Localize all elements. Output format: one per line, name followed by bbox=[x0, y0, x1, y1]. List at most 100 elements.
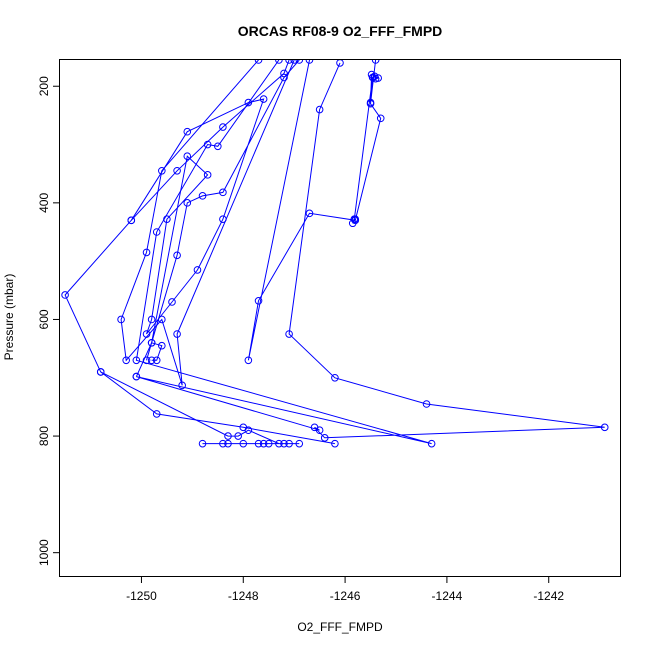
data-point bbox=[224, 439, 232, 448]
data-point bbox=[336, 60, 344, 67]
data-point bbox=[147, 315, 156, 324]
x-tick-label: -1246 bbox=[330, 589, 361, 603]
data-point bbox=[348, 219, 357, 228]
data-point bbox=[183, 127, 192, 136]
data-point bbox=[239, 439, 248, 448]
data-point bbox=[214, 142, 222, 151]
series-group bbox=[61, 60, 609, 448]
data-point bbox=[132, 356, 141, 365]
data-point bbox=[244, 356, 253, 365]
data-point bbox=[285, 330, 293, 338]
data-point bbox=[163, 215, 171, 223]
data-point bbox=[158, 341, 166, 350]
data-point bbox=[158, 166, 166, 175]
data-point bbox=[117, 315, 125, 324]
data-point bbox=[178, 381, 186, 390]
data-point bbox=[158, 315, 166, 324]
data-point bbox=[305, 209, 314, 218]
data-point bbox=[285, 439, 293, 448]
data-point bbox=[142, 248, 151, 257]
series-line bbox=[352, 73, 380, 224]
data-point bbox=[152, 228, 161, 236]
y-axis-label: Pressure (mbar) bbox=[2, 274, 16, 361]
data-point bbox=[290, 60, 298, 64]
data-point bbox=[320, 434, 329, 442]
data-point bbox=[152, 356, 161, 365]
data-point bbox=[285, 60, 293, 64]
data-point bbox=[254, 439, 263, 448]
data-point bbox=[315, 426, 324, 435]
data-point bbox=[183, 152, 192, 161]
x-tick-label: -1242 bbox=[533, 589, 564, 603]
series-line bbox=[120, 60, 295, 386]
data-point bbox=[224, 432, 232, 440]
data-point bbox=[183, 199, 192, 207]
x-tick-label: -1250 bbox=[126, 589, 157, 603]
data-point bbox=[366, 98, 375, 107]
data-point bbox=[147, 338, 156, 347]
data-point bbox=[173, 330, 181, 338]
x-axis-label: O2_FFF_FMPD bbox=[297, 620, 383, 634]
plot-frame bbox=[59, 59, 621, 577]
data-point bbox=[295, 439, 304, 448]
data-point bbox=[374, 74, 382, 82]
series-line bbox=[247, 60, 382, 361]
data-point bbox=[96, 368, 105, 376]
data-point bbox=[315, 105, 324, 114]
data-point bbox=[198, 192, 207, 200]
y-tick-label: 600 bbox=[37, 309, 51, 329]
y-axis: 200 400 600 800 1000 bbox=[37, 76, 60, 566]
y-tick-label: 800 bbox=[37, 426, 51, 446]
data-point bbox=[305, 60, 314, 64]
data-point bbox=[331, 439, 339, 448]
data-point bbox=[427, 439, 436, 448]
data-point bbox=[600, 423, 609, 432]
data-point bbox=[132, 372, 141, 381]
y-tick-label: 200 bbox=[37, 76, 51, 96]
x-tick-label: -1244 bbox=[432, 589, 463, 603]
data-point bbox=[244, 426, 253, 435]
data-point bbox=[275, 60, 283, 64]
y-tick-label: 1000 bbox=[37, 539, 51, 566]
data-point bbox=[61, 291, 69, 299]
data-point bbox=[173, 251, 181, 260]
data-point bbox=[259, 439, 268, 448]
data-point bbox=[219, 439, 227, 448]
x-tick-label: -1248 bbox=[228, 589, 259, 603]
data-point bbox=[351, 215, 360, 223]
data-point bbox=[371, 60, 380, 64]
data-point bbox=[254, 60, 263, 64]
data-point bbox=[173, 166, 181, 175]
data-point bbox=[203, 171, 212, 179]
series-line bbox=[100, 371, 300, 445]
y-tick-label: 400 bbox=[37, 193, 51, 213]
series-line bbox=[135, 342, 163, 377]
data-point bbox=[122, 356, 130, 365]
chart-title: ORCAS RF08-9 O2_FFF_FMPD bbox=[238, 23, 443, 39]
series-line bbox=[130, 60, 300, 361]
data-point bbox=[127, 216, 136, 225]
data-point bbox=[147, 356, 156, 365]
data-point bbox=[198, 439, 207, 448]
data-point bbox=[219, 188, 227, 197]
data-point bbox=[193, 266, 202, 274]
data-point bbox=[234, 432, 242, 440]
data-point bbox=[422, 400, 431, 408]
data-point bbox=[152, 410, 161, 418]
data-point bbox=[254, 297, 263, 305]
data-point bbox=[368, 73, 377, 82]
data-point bbox=[219, 123, 227, 131]
data-point bbox=[376, 114, 385, 123]
data-point bbox=[280, 73, 288, 82]
data-point bbox=[331, 373, 339, 382]
data-point bbox=[295, 60, 304, 64]
data-point bbox=[275, 439, 283, 448]
data-point bbox=[280, 439, 288, 448]
data-point bbox=[259, 95, 268, 103]
plot-area bbox=[61, 60, 609, 448]
data-point bbox=[264, 439, 273, 448]
data-point bbox=[168, 298, 176, 306]
x-axis: -1250 -1248 -1246 -1244 -1242 bbox=[126, 576, 564, 603]
data-point bbox=[244, 98, 253, 107]
